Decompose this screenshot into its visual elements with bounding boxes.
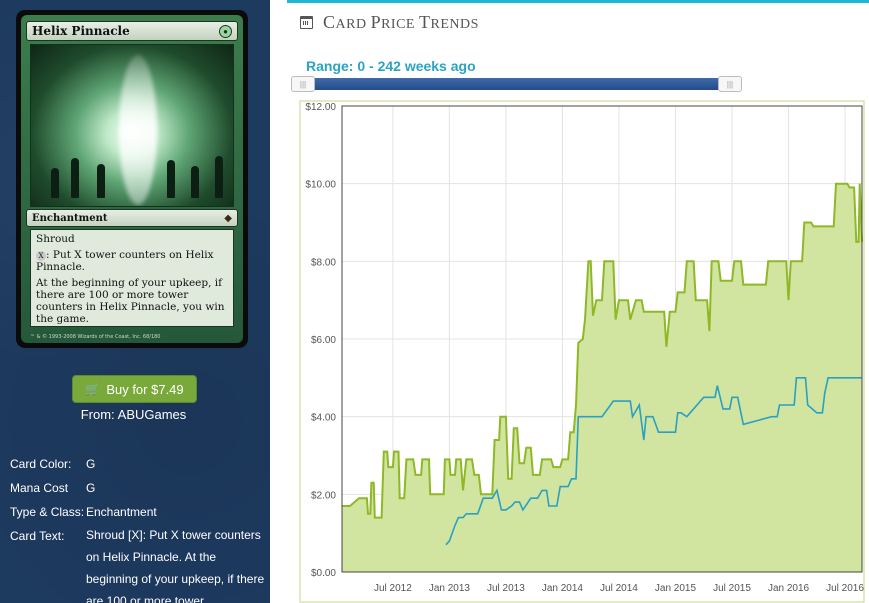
art-figure: [191, 166, 199, 198]
detail-row: Card Color: G: [10, 452, 265, 476]
green-series-line: [342, 182, 863, 519]
cart-icon: 🛒: [85, 382, 101, 396]
card-copyright: ™ & © 1993-2008 Wizards of the Coast, In…: [30, 334, 161, 340]
buy-button[interactable]: 🛒 Buy for $7.49: [72, 375, 197, 403]
x-tick-label: Jul 2016: [826, 583, 864, 594]
detail-label: Mana Cost: [10, 481, 69, 495]
detail-label: Type & Class:: [10, 505, 85, 519]
card-sidebar: Helix Pinnacle ● Enchantment ◆ Shroud X:…: [0, 0, 270, 603]
plot-border: [341, 105, 863, 573]
calendar-icon: [300, 15, 313, 29]
range-slider-handle-left[interactable]: |||: [291, 76, 315, 92]
top-accent-rule: [287, 0, 869, 3]
vendor-label: From:: [80, 407, 115, 422]
detail-row: Type & Class: Enchantment: [10, 500, 265, 524]
x-tick-label: Jul 2013: [487, 583, 525, 594]
detail-label: Card Color:: [10, 457, 72, 471]
title-rends: RENDS: [430, 16, 479, 32]
detail-value: Shroud [X]: Put X tower counters on Heli…: [86, 528, 265, 603]
blue-series-line: [445, 377, 862, 546]
title-p: P: [370, 11, 382, 32]
range-slider-handle-right[interactable]: |||: [718, 76, 742, 92]
y-tick-label: $4.00: [311, 413, 336, 424]
card-image: Helix Pinnacle ● Enchantment ◆ Shroud X:…: [16, 10, 248, 348]
y-tick-label: $8.00: [311, 257, 336, 268]
section-title-text: CARD PRICE TRENDS: [323, 12, 479, 33]
x-tick-label: Jul 2014: [600, 583, 638, 594]
price-chart-svg: $0.00 $2.00 $4.00 $6.00 $8.00 $10.00 $12.00 Jul…: [299, 100, 865, 603]
art-figure: [71, 158, 79, 198]
x-mana-icon: X: [36, 251, 46, 261]
range-slider-fill[interactable]: [303, 78, 730, 90]
card-rule-1: Shroud: [36, 233, 75, 245]
card-type-line: Enchantment: [32, 212, 108, 224]
detail-row: Mana Cost G: [10, 476, 265, 500]
vendor-name: ABUGames: [117, 407, 187, 422]
section-title: CARD PRICE TRENDS: [300, 10, 479, 34]
green-series-area: [342, 183, 862, 572]
art-figure: [167, 160, 175, 198]
x-tick-label: Jan 2016: [768, 583, 810, 594]
x-tick-label: Jul 2012: [374, 583, 412, 594]
card-rule-3: At the beginning of your upkeep, if ther…: [36, 277, 225, 325]
price-chart: $0.00 $2.00 $4.00 $6.00 $8.00 $10.00 $12.00 Jul…: [299, 100, 866, 603]
art-figure: [215, 156, 223, 198]
art-swirl: [119, 55, 157, 205]
art-figure: [97, 164, 105, 198]
card-rule-2: X: Put X tower counters on Helix Pinnacl…: [36, 249, 228, 273]
y-tick-label: $0.00: [311, 568, 336, 579]
vendor-line: From: ABUGames: [0, 407, 270, 422]
x-tick-label: Jan 2015: [655, 583, 697, 594]
green-mana-icon: ●: [219, 24, 232, 38]
detail-label: Card Text:: [10, 529, 65, 543]
y-tick-label: $12.00: [305, 102, 336, 113]
y-tick-label: $2.00: [311, 490, 336, 501]
detail-value: G: [86, 457, 96, 471]
y-tick-label: $6.00: [311, 335, 336, 346]
buy-button-label: Buy for $7.49: [106, 381, 184, 397]
card-frame: Helix Pinnacle ● Enchantment ◆ Shroud X:…: [21, 15, 243, 343]
title-c: C: [323, 11, 336, 32]
card-details: Card Color: G Mana Cost G Type & Class: …: [10, 452, 265, 603]
card-art: [30, 44, 234, 207]
title-rice: RICE: [381, 16, 419, 32]
title-t: T: [418, 11, 431, 32]
detail-row: Card Text: Shroud [X]: Put X tower count…: [10, 524, 265, 603]
card-rule-2-text: : Put X tower counters on Helix Pinnacle…: [36, 249, 214, 273]
title-ard: ARD: [335, 16, 371, 32]
y-tick-label: $10.00: [305, 180, 336, 191]
detail-value: Enchantment: [86, 505, 157, 519]
set-symbol-icon: ◆: [224, 212, 232, 224]
x-tick-label: Jan 2014: [542, 583, 584, 594]
detail-value: G: [86, 481, 96, 495]
x-tick-label: Jan 2013: [429, 583, 471, 594]
card-text-box: Shroud X: Put X tower counters on Helix …: [30, 229, 234, 327]
card-title-bar: Helix Pinnacle ●: [26, 21, 238, 41]
range-label: Range: 0 - 242 weeks ago: [306, 58, 476, 74]
card-type-bar: Enchantment ◆: [26, 209, 238, 227]
art-figure: [51, 168, 59, 198]
x-tick-label: Jul 2015: [713, 583, 751, 594]
card-name: Helix Pinnacle: [32, 24, 130, 38]
